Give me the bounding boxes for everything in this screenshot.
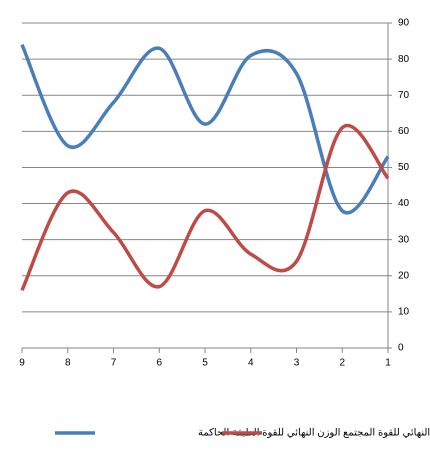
x-tick-label: 1 <box>385 358 391 369</box>
x-tick-label: 4 <box>248 358 254 369</box>
legend-label: الوزن النهائي للقوة المجتمع <box>343 428 430 439</box>
y-tick-label: 90 <box>398 18 410 29</box>
y-tick-label: 0 <box>398 343 404 354</box>
x-tick-label: 7 <box>111 358 117 369</box>
y-tick-label: 40 <box>398 198 410 209</box>
y-tick-label: 60 <box>398 126 410 137</box>
x-tick-label: 5 <box>202 358 208 369</box>
x-tick-label: 6 <box>156 358 162 369</box>
y-tick-label: 80 <box>398 54 410 65</box>
x-tick-label: 8 <box>65 358 71 369</box>
y-tick-label: 20 <box>398 270 410 281</box>
y-tick-label: 70 <box>398 90 410 101</box>
y-tick-label: 30 <box>398 234 410 245</box>
y-tick-label: 10 <box>398 307 410 318</box>
x-tick-label: 9 <box>19 358 25 369</box>
line <box>20 43 390 215</box>
legend-label: الوزن النهائي للقوة الطبقة الحاكمة <box>198 428 340 439</box>
x-tick-label: 2 <box>339 358 345 369</box>
x-tick-label: 3 <box>294 358 300 369</box>
y-tick-label: 50 <box>398 162 410 173</box>
line <box>20 123 390 291</box>
